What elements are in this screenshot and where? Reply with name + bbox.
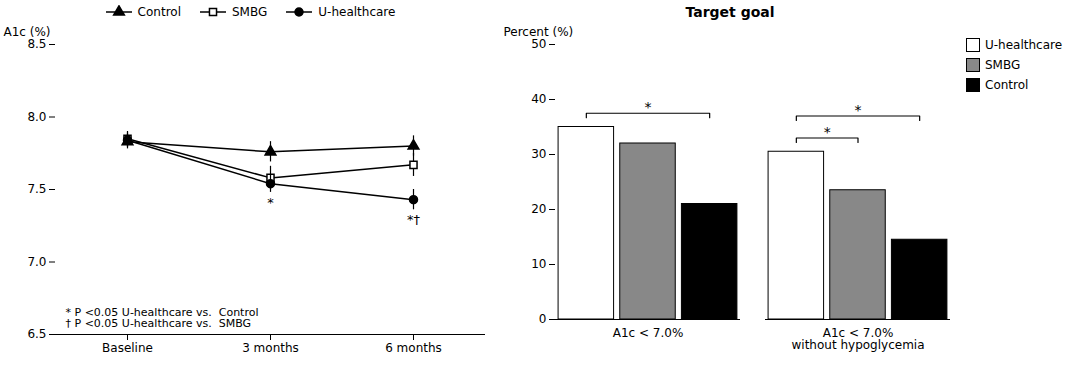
html-text:Target goal: Target goal	[685, 4, 775, 20]
svg-text:Percent (%): Percent (%)	[504, 25, 574, 39]
html-text:Control: Control	[137, 5, 181, 19]
svg-text:7.0: 7.0	[27, 255, 46, 269]
svg-text:*: *	[267, 195, 274, 210]
svg-text:* P <0.05 U-healthcare vs. Co: * P <0.05 U-healthcare vs. Control† P <0…	[66, 306, 259, 330]
svg-text:6.5: 6.5	[27, 327, 46, 341]
svg-text:3 months: 3 months	[242, 341, 299, 355]
svg-text:8.0: 8.0	[27, 110, 46, 124]
svg-text:40: 40	[531, 92, 546, 106]
html-text:U-healthcare: U-healthcare	[318, 5, 396, 19]
svg-text:*: *	[645, 99, 652, 115]
svg-text:*: *	[855, 102, 862, 118]
svg-text:Baseline: Baseline	[102, 341, 153, 355]
html-text:U-healthcare: U-healthcare	[985, 38, 1063, 52]
svg-text:50: 50	[531, 37, 546, 51]
svg-text:20: 20	[531, 202, 546, 216]
svg-text:0: 0	[539, 312, 547, 326]
html-text:Control: Control	[985, 78, 1029, 92]
svg-text:A1c (%): A1c (%)	[4, 25, 51, 39]
svg-text:A1c < 7.0%: A1c < 7.0%	[613, 326, 684, 340]
svg-text:A1c < 7.0%without hypoglycemia: A1c < 7.0%without hypoglycemia	[791, 326, 924, 352]
html-text:SMBG: SMBG	[985, 58, 1021, 72]
svg-text:*†: *†	[407, 212, 421, 227]
svg-text:10: 10	[531, 257, 546, 271]
svg-text:8.5: 8.5	[27, 37, 46, 51]
svg-text:6 months: 6 months	[385, 341, 442, 355]
svg-text:30: 30	[531, 147, 546, 161]
html-text:SMBG: SMBG	[232, 5, 268, 19]
svg-text:7.5: 7.5	[27, 182, 46, 196]
svg-text:*: *	[824, 124, 831, 140]
